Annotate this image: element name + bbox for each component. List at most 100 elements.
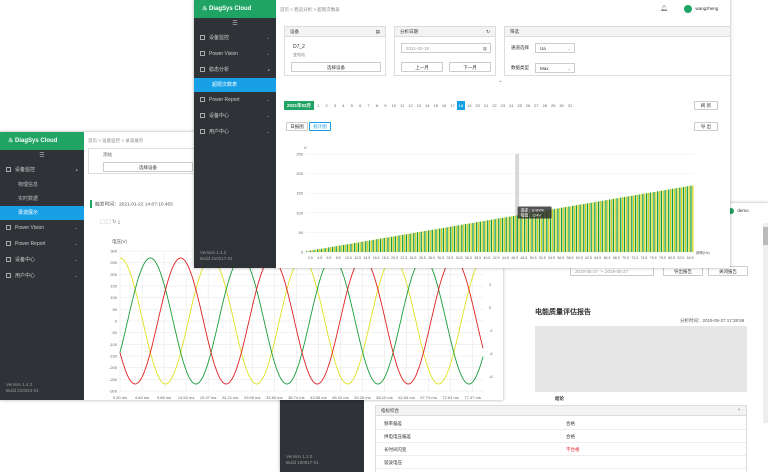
bar[interactable] — [572, 205, 574, 252]
bar[interactable] — [328, 247, 330, 252]
download-icon[interactable]: ⤓ — [117, 219, 121, 225]
bar[interactable] — [599, 201, 602, 252]
bar[interactable] — [435, 229, 437, 252]
bar[interactable] — [655, 191, 657, 252]
bell-icon[interactable]: 🔔︎ — [660, 6, 668, 12]
day-6[interactable]: 6 — [359, 103, 362, 108]
bar[interactable] — [448, 227, 450, 252]
bar[interactable] — [415, 232, 417, 252]
bar[interactable] — [503, 217, 505, 253]
bar[interactable] — [444, 227, 446, 252]
bar[interactable] — [688, 186, 690, 252]
bar[interactable] — [623, 197, 626, 252]
bar[interactable] — [413, 232, 415, 252]
refresh-icon[interactable]: ↻ — [486, 29, 490, 34]
day-31[interactable]: 31 — [567, 103, 573, 108]
collapse-icon[interactable]: ⌃ — [737, 408, 741, 413]
bar[interactable] — [555, 208, 557, 252]
bar[interactable] — [461, 224, 463, 252]
bar[interactable] — [440, 228, 443, 252]
bar[interactable] — [402, 234, 404, 252]
day-11[interactable]: 11 — [400, 103, 405, 108]
day-27[interactable]: 27 — [534, 103, 539, 108]
bar[interactable] — [677, 187, 679, 252]
bar[interactable] — [529, 213, 531, 252]
day-8[interactable]: 8 — [375, 103, 379, 108]
bar[interactable] — [560, 207, 563, 252]
bar[interactable] — [359, 242, 361, 252]
bar[interactable] — [681, 187, 683, 252]
day-3[interactable]: 3 — [333, 103, 337, 108]
bar[interactable] — [559, 208, 561, 252]
bar[interactable] — [315, 249, 317, 252]
bar[interactable] — [498, 218, 500, 252]
bar[interactable] — [405, 234, 408, 252]
day-28[interactable]: 28 — [542, 103, 547, 108]
bar[interactable] — [390, 236, 393, 252]
bar[interactable] — [584, 203, 587, 252]
bar[interactable] — [673, 188, 675, 253]
bar[interactable] — [658, 191, 661, 252]
day-12[interactable]: 12 — [408, 103, 413, 108]
bar[interactable] — [341, 245, 343, 252]
bar[interactable] — [450, 226, 452, 252]
bar[interactable] — [625, 196, 627, 252]
bar[interactable] — [601, 200, 603, 252]
bar[interactable] — [664, 190, 666, 252]
bar[interactable] — [472, 222, 474, 252]
bar[interactable] — [468, 223, 470, 253]
bar[interactable] — [433, 229, 435, 253]
bar[interactable] — [520, 214, 522, 252]
export-button[interactable]: 导 出 — [694, 122, 718, 131]
bar[interactable] — [379, 238, 382, 252]
bar[interactable] — [407, 233, 409, 252]
bar[interactable] — [509, 216, 511, 252]
sidebar-item-2[interactable]: Power Report ⌄ — [0, 236, 84, 252]
bar[interactable] — [496, 218, 498, 252]
bar[interactable] — [368, 240, 371, 253]
bar[interactable] — [671, 188, 674, 252]
bar[interactable] — [481, 221, 483, 252]
day-17[interactable]: 17 — [450, 103, 455, 108]
bar[interactable] — [675, 188, 677, 252]
bar[interactable] — [307, 250, 310, 252]
day-23[interactable]: 23 — [500, 103, 506, 108]
zoom-reset-icon[interactable]: ⬚ — [106, 219, 111, 225]
day-21[interactable]: 21 — [483, 103, 489, 108]
bar[interactable] — [385, 237, 387, 252]
bar[interactable] — [322, 248, 324, 252]
bar[interactable] — [616, 198, 618, 252]
zoom-icon[interactable]: ⬚ — [100, 219, 105, 225]
bar[interactable] — [679, 187, 681, 252]
day-18[interactable]: 18 — [456, 101, 466, 110]
channel-select[interactable]: Ua ⌄ — [535, 43, 575, 53]
bar[interactable] — [618, 198, 620, 252]
bar[interactable] — [326, 247, 328, 252]
sidebar-item-0[interactable]: 设备监控 ▴ — [0, 162, 84, 178]
collapse-filters-icon[interactable]: ⌃ — [498, 81, 504, 87]
bar[interactable] — [544, 210, 546, 252]
bar[interactable] — [381, 238, 384, 252]
sidebar-item-2[interactable]: 稳态分析 ▴ — [194, 62, 276, 78]
bar[interactable] — [549, 209, 552, 252]
bar[interactable] — [431, 229, 433, 252]
bar[interactable] — [546, 210, 548, 252]
bar[interactable] — [638, 194, 640, 253]
bar[interactable] — [357, 242, 360, 252]
bar[interactable] — [318, 249, 321, 252]
bar[interactable] — [538, 211, 541, 253]
bar[interactable] — [647, 192, 650, 252]
bar[interactable] — [470, 223, 472, 252]
bar[interactable] — [605, 200, 607, 252]
sidebar-item-3[interactable]: 设备中心 ⌄ — [0, 252, 84, 268]
bar[interactable] — [548, 209, 550, 252]
bar[interactable] — [575, 205, 578, 252]
bar[interactable] — [634, 195, 637, 252]
bar[interactable] — [522, 214, 524, 252]
bar[interactable] — [590, 202, 592, 252]
bar[interactable] — [483, 221, 485, 252]
sidebar-subitem[interactable]: 超限次数表 — [194, 78, 276, 92]
bar[interactable] — [463, 224, 465, 252]
day-30[interactable]: 30 — [559, 103, 564, 108]
bar[interactable] — [531, 212, 533, 252]
